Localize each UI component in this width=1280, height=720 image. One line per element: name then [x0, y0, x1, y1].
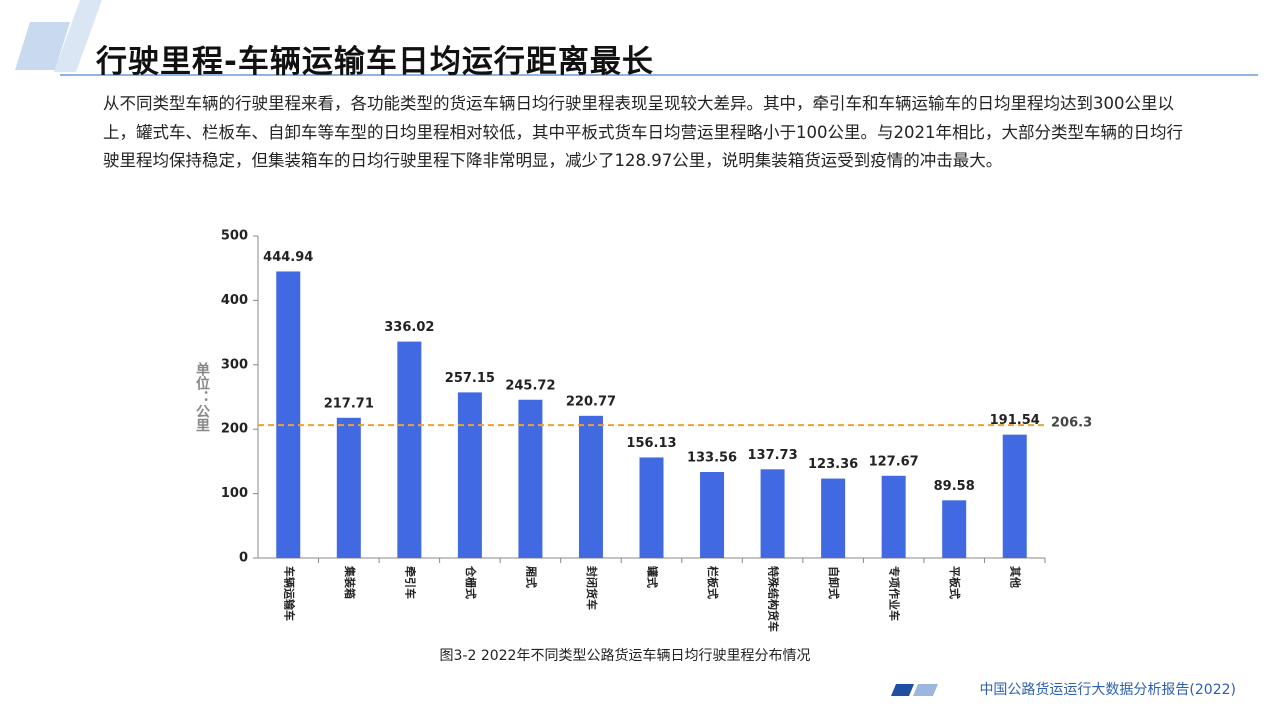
bar — [336, 417, 361, 558]
value-label: 133.56 — [687, 450, 737, 465]
value-label: 127.67 — [869, 454, 919, 469]
value-label: 123.36 — [808, 457, 858, 472]
deco — [15, 22, 70, 70]
x-tick-label: 特殊结构货车 — [767, 566, 781, 632]
deco — [54, 0, 102, 72]
bar — [942, 500, 967, 558]
x-tick-label: 其他 — [1009, 566, 1023, 588]
value-label: 444.94 — [263, 250, 313, 265]
deco — [913, 684, 938, 696]
x-tick-label: 罐式 — [646, 565, 660, 588]
bar — [821, 478, 846, 558]
y-tick-label: 400 — [221, 293, 248, 308]
caption: 图3-2 2022年不同类型公路货运车辆日均行驶里程分布情况 — [439, 648, 811, 664]
y-tick-label: 0 — [239, 551, 248, 566]
bar — [518, 399, 543, 558]
bar — [881, 475, 906, 558]
paragraph: 从不同类型车辆的行驶里程来看，各功能类型的货运车辆日均行驶里程表现呈现较大差异。… — [103, 94, 1183, 170]
x-tick-label: 牵引车 — [403, 566, 417, 599]
x-tick-label: 自卸式 — [827, 566, 841, 599]
y-axis-label: 单位：公里 — [194, 361, 210, 432]
value-label: 89.58 — [934, 479, 975, 494]
value-label: 156.13 — [626, 436, 676, 451]
bar — [700, 471, 725, 558]
x-tick-label: 集装箱 — [343, 565, 357, 599]
value-label: 137.73 — [747, 448, 797, 463]
value-label: 220.77 — [566, 394, 616, 409]
x-tick-label: 栏板式 — [706, 566, 720, 599]
reference-label: 206.3 — [1051, 416, 1092, 431]
bar — [276, 271, 301, 558]
x-tick-label: 专项作业车 — [888, 566, 902, 621]
bar — [578, 415, 603, 558]
x-tick-label: 平板式 — [948, 566, 962, 599]
y-tick-label: 500 — [221, 229, 248, 244]
y-tick-label: 100 — [221, 486, 248, 501]
deco — [891, 684, 914, 696]
bar — [397, 341, 422, 558]
value-label: 257.15 — [445, 371, 495, 386]
y-tick-label: 300 — [221, 357, 248, 372]
bar — [457, 392, 482, 558]
bar — [1002, 434, 1027, 558]
value-label: 217.71 — [324, 396, 374, 411]
y-tick-label: 200 — [221, 422, 248, 437]
x-tick-label: 厢式 — [524, 566, 538, 588]
bar — [639, 457, 664, 558]
footer: 中国公路货运运行大数据分析报告(2022) — [979, 682, 1236, 698]
bar — [760, 469, 785, 558]
x-tick-label: 封闭货车 — [585, 566, 599, 610]
value-label: 245.72 — [505, 378, 555, 393]
value-label: 336.02 — [384, 320, 434, 335]
title: 行驶里程-车辆运输车日均运行距离最长 — [96, 44, 654, 80]
x-tick-label: 车辆运输车 — [282, 566, 296, 621]
x-tick-label: 仓栅式 — [464, 565, 478, 599]
